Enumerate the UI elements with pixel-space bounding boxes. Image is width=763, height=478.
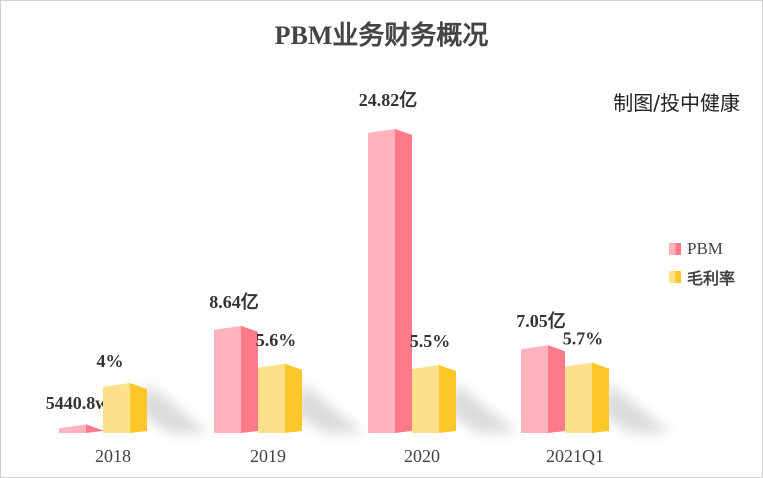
bar-front-margin [412, 365, 439, 433]
bar-side-margin [285, 363, 302, 433]
data-label: 8.64亿 [209, 291, 259, 312]
category-group-2020: 24.82亿 5.5% 2020 [359, 89, 518, 466]
legend-swatch [669, 271, 681, 283]
x-tick-label: 2019 [250, 446, 286, 466]
data-label: 5.5% [410, 331, 451, 351]
chart-title: PBM业务财务概况 [274, 21, 489, 50]
legend-swatch [669, 243, 681, 255]
bar-side-pbm [241, 325, 258, 433]
x-tick-label: 2021Q1 [546, 446, 604, 466]
bar-front-pbm [521, 345, 548, 433]
bar-shadow [294, 383, 364, 433]
data-label: 4% [97, 351, 124, 371]
bar-side-pbm [548, 345, 565, 433]
category-group-2019: 8.64亿 5.6% 2019 [209, 291, 364, 466]
legend: PBM 毛利率 [669, 235, 735, 291]
chart-credit: 制图/投中健康 [613, 91, 740, 115]
data-label: 24.82亿 [359, 89, 418, 110]
bar-shadow [601, 383, 671, 433]
legend-item-pbm: PBM [669, 235, 735, 263]
legend-label: 毛利率 [687, 269, 736, 288]
data-label: 5.7% [563, 329, 604, 349]
bar-side-pbm [395, 128, 412, 433]
x-tick-label: 2020 [404, 446, 440, 466]
bar-front-margin [103, 383, 130, 433]
legend-label: PBM [687, 239, 723, 258]
data-label: 5.6% [256, 330, 297, 350]
legend-item-margin: 毛利率 [669, 263, 735, 291]
x-tick-label: 2018 [95, 446, 131, 466]
bar-front-pbm [368, 128, 395, 433]
bar-side-margin [439, 365, 456, 433]
bar-side-pbm [86, 424, 103, 433]
bar-side-margin [130, 383, 147, 433]
data-label: 7.05亿 [516, 310, 566, 331]
bar-front-margin [565, 362, 592, 433]
bar-front-margin [258, 363, 285, 433]
data-label: 5440.8w [46, 393, 109, 413]
bar-shadow [448, 383, 518, 433]
bar-front-pbm [59, 424, 86, 433]
category-group-2018: 5440.8w 4% 2018 [46, 351, 209, 466]
bar-front-pbm [214, 325, 241, 433]
bar-shadow [139, 383, 209, 433]
bar-side-margin [592, 362, 609, 433]
